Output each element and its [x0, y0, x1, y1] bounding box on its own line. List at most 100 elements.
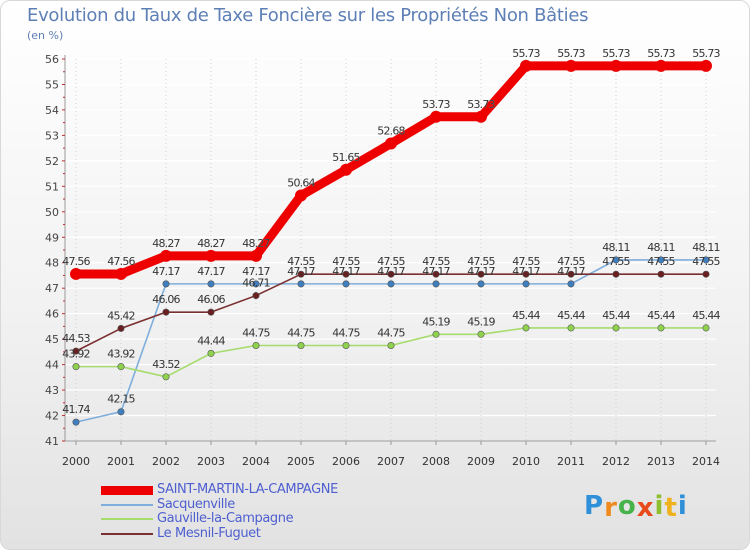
data-label: 46.06	[197, 293, 225, 306]
data-point	[342, 270, 350, 278]
data-label: 48.11	[647, 241, 675, 254]
y-tick-label: 48	[45, 257, 59, 270]
x-tick-label: 2009	[467, 455, 495, 468]
data-point	[72, 347, 80, 355]
data-label-main: 48.27	[152, 237, 180, 250]
data-label: 47.56	[107, 255, 135, 268]
data-label: 45.44	[692, 309, 720, 322]
data-point	[565, 59, 577, 72]
data-label-main: 47.56	[107, 255, 135, 268]
data-label: 53.73	[422, 98, 450, 111]
x-tick-label: 2005	[287, 455, 315, 468]
data-label: 55.73	[557, 47, 585, 60]
data-label: 47.17	[557, 265, 585, 278]
data-label: 45.44	[557, 309, 585, 322]
data-label-main: 53.73	[422, 98, 450, 111]
legend-label: Le Mesnil-Fuguet	[157, 525, 261, 541]
data-point	[72, 418, 80, 426]
data-point	[162, 308, 170, 316]
x-tick-label: 2011	[557, 455, 585, 468]
y-axis-unit: (en %)	[27, 29, 64, 42]
x-tick-label: 2002	[152, 455, 180, 468]
data-point	[657, 324, 665, 332]
data-label: 48.27	[242, 237, 270, 250]
y-tick-label: 46	[45, 308, 59, 321]
data-label: 47.55	[602, 255, 630, 268]
data-label: 47.17	[377, 265, 405, 278]
data-point	[610, 59, 622, 72]
y-tick-label: 44	[45, 359, 59, 372]
data-point	[522, 270, 530, 278]
data-label: 47.17	[422, 265, 450, 278]
data-point	[252, 341, 260, 349]
data-point	[117, 408, 125, 416]
y-tick-label: 41	[45, 435, 59, 448]
data-label: 47.17	[332, 265, 360, 278]
data-label: 55.73	[647, 47, 675, 60]
data-label: 46.06	[152, 293, 180, 306]
data-point	[297, 280, 305, 288]
data-label: 47.17	[152, 265, 180, 278]
y-tick-label: 56	[45, 53, 59, 66]
x-tick-label: 2008	[422, 455, 450, 468]
data-label: 47.55	[422, 255, 450, 268]
logo-letter: o	[617, 491, 637, 521]
data-label-main: 55.73	[647, 47, 675, 60]
x-tick-label: 2012	[602, 455, 630, 468]
data-point	[387, 341, 395, 349]
data-point	[115, 267, 127, 280]
data-label: 44.53	[62, 332, 90, 345]
data-point	[340, 163, 352, 176]
data-label: 47.55	[557, 255, 585, 268]
data-point	[117, 324, 125, 332]
data-label-main: 53.73	[467, 98, 495, 111]
data-label: 47.56	[62, 255, 90, 268]
data-label: 47.55	[647, 255, 675, 268]
logo-letter: i	[677, 491, 688, 521]
chart-title: Evolution du Taux de Taxe Foncière sur l…	[27, 5, 589, 26]
logo-letter: r	[604, 493, 618, 523]
logo-letter: i	[654, 491, 665, 521]
y-tick-label: 43	[45, 384, 59, 397]
data-point	[295, 189, 307, 202]
data-label: 47.55	[467, 255, 495, 268]
data-label: 48.27	[152, 237, 180, 250]
data-point	[160, 249, 172, 262]
data-point	[657, 270, 665, 278]
data-point	[475, 110, 487, 123]
data-label: 47.17	[197, 265, 225, 278]
data-label: 48.11	[602, 241, 630, 254]
data-point	[520, 59, 532, 72]
data-label: 47.17	[287, 265, 315, 278]
data-label-main: 50.64	[287, 177, 315, 190]
x-tick-label: 2004	[242, 455, 270, 468]
data-point	[477, 280, 485, 288]
data-label: 44.75	[287, 327, 315, 340]
x-tick-label: 2006	[332, 455, 360, 468]
data-label: 47.17	[242, 265, 270, 278]
data-point	[72, 363, 80, 371]
data-label: 43.92	[62, 348, 90, 361]
data-label: 45.42	[107, 309, 135, 322]
data-point	[477, 270, 485, 278]
data-point	[612, 324, 620, 332]
data-point	[387, 270, 395, 278]
data-point	[567, 270, 575, 278]
data-point	[522, 280, 530, 288]
data-label-main: 52.68	[377, 125, 405, 138]
data-point	[342, 341, 350, 349]
data-label: 45.44	[512, 309, 540, 322]
data-point	[297, 341, 305, 349]
data-point	[297, 270, 305, 278]
data-point	[612, 256, 620, 264]
data-label: 55.73	[692, 47, 720, 60]
logo-letter: P	[584, 491, 605, 521]
data-point	[342, 280, 350, 288]
data-label-main: 55.73	[512, 47, 540, 60]
data-label-main: 48.27	[197, 237, 225, 250]
data-label: 44.75	[377, 327, 405, 340]
data-point	[205, 249, 217, 262]
legend-swatch	[101, 518, 153, 520]
